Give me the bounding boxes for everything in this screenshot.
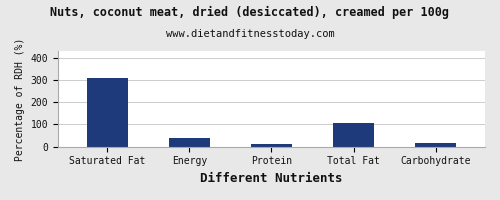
Bar [86,78,128,147]
Bar [169,138,210,147]
Bar [415,143,457,147]
Text: www.dietandfitnesstoday.com: www.dietandfitnesstoday.com [166,29,334,39]
Bar [333,123,374,147]
Bar [251,144,292,147]
Text: Nuts, coconut meat, dried (desiccated), creamed per 100g: Nuts, coconut meat, dried (desiccated), … [50,6,450,19]
Y-axis label: Percentage of RDH (%): Percentage of RDH (%) [15,37,25,161]
X-axis label: Different Nutrients: Different Nutrients [200,172,342,185]
